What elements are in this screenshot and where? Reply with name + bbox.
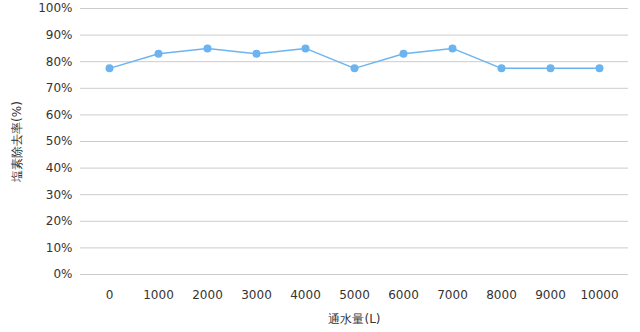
svg-text:0%: 0% [53, 267, 72, 281]
svg-text:1000: 1000 [143, 288, 174, 302]
svg-text:0: 0 [106, 288, 114, 302]
svg-text:6000: 6000 [388, 288, 419, 302]
svg-text:通水量(L): 通水量(L) [328, 312, 380, 326]
svg-text:70%: 70% [46, 81, 73, 95]
svg-text:5000: 5000 [339, 288, 370, 302]
svg-text:40%: 40% [46, 161, 73, 175]
svg-text:2000: 2000 [192, 288, 223, 302]
svg-text:3000: 3000 [241, 288, 272, 302]
svg-text:9000: 9000 [535, 288, 566, 302]
svg-text:8000: 8000 [486, 288, 517, 302]
svg-text:80%: 80% [46, 55, 73, 69]
svg-text:90%: 90% [46, 28, 73, 42]
svg-text:30%: 30% [46, 188, 73, 202]
svg-text:50%: 50% [46, 134, 73, 148]
svg-text:4000: 4000 [290, 288, 321, 302]
svg-text:10%: 10% [46, 241, 73, 255]
svg-text:60%: 60% [46, 108, 73, 122]
svg-text:20%: 20% [46, 214, 73, 228]
svg-text:10000: 10000 [580, 288, 618, 302]
svg-text:塩素除去率(%): 塩素除去率(%) [10, 101, 24, 183]
svg-text:100%: 100% [38, 1, 72, 15]
svg-text:7000: 7000 [437, 288, 468, 302]
